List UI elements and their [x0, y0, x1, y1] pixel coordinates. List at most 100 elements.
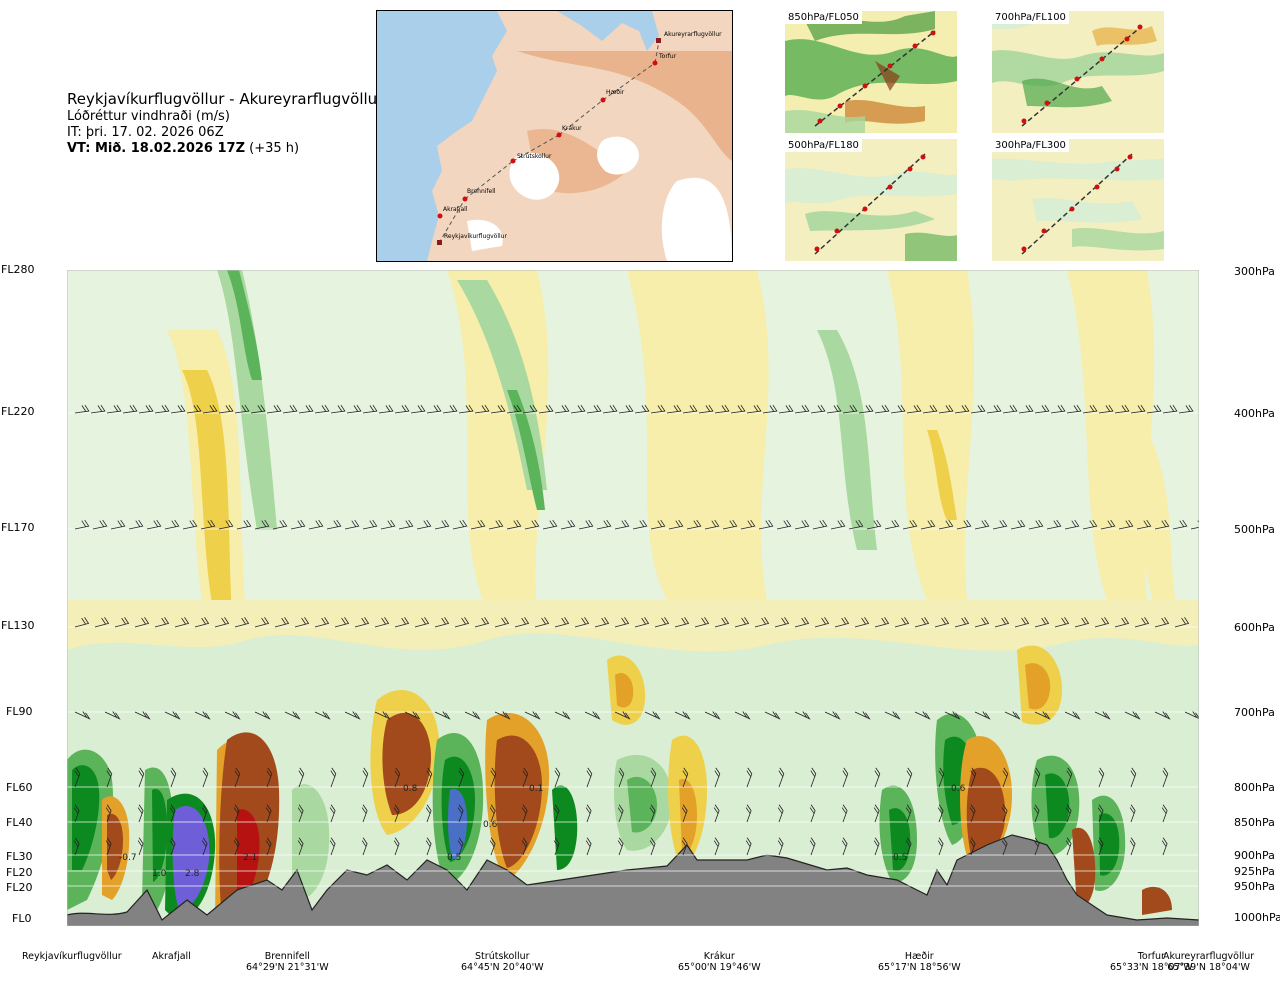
wind-barb: [714, 404, 730, 414]
updraft-area: [627, 270, 769, 600]
wind-barb: [686, 519, 702, 530]
downdraft-area: [227, 270, 262, 380]
wind-barb: [674, 617, 690, 628]
wind-barb: [298, 404, 314, 414]
wind-barb: [489, 804, 496, 823]
wind-barb: [854, 617, 870, 628]
wind-barb: [1129, 804, 1136, 823]
wind-barb: [553, 837, 560, 856]
updraft-cell: [615, 672, 634, 708]
wind-barb: [297, 837, 304, 856]
wind-barb: [146, 519, 162, 530]
wind-barb: [841, 837, 848, 856]
wind-barb: [922, 404, 938, 414]
wind-barb: [1010, 519, 1026, 530]
pressure-label: 850hPa: [1234, 816, 1275, 829]
value-label: 0.5: [893, 853, 907, 863]
wind-barb: [874, 767, 881, 788]
wind-barb: [1154, 519, 1170, 530]
wind-barb: [308, 519, 324, 530]
wind-barb: [994, 617, 1010, 628]
wind-barb: [394, 767, 401, 788]
wind-barb: [906, 767, 913, 788]
wind-barb: [1098, 767, 1105, 788]
wind-barb: [329, 837, 336, 856]
wind-barb: [618, 767, 625, 788]
wind-barb: [137, 837, 144, 856]
wind-barb: [334, 617, 350, 628]
downdraft-cell: [152, 789, 167, 882]
wind-barb: [809, 804, 816, 823]
wind-barb: [425, 837, 432, 856]
wind-barb: [746, 404, 762, 414]
value-label: -0.7: [119, 853, 137, 863]
wind-barb: [954, 617, 970, 628]
wind-barb: [200, 519, 216, 530]
wind-barb: [1124, 711, 1141, 720]
thumbnail-label: 500hPa/FL180: [785, 139, 862, 152]
wind-barb: [842, 404, 858, 414]
wind-barb: [554, 404, 570, 414]
updraft-area: [447, 270, 549, 610]
wind-barb: [681, 804, 688, 823]
wind-barb: [524, 711, 541, 720]
station-coord: 64°45'N 20°40'W: [461, 962, 544, 973]
wind-barb: [74, 404, 90, 414]
wind-barb: [233, 804, 240, 823]
wind-barb: [1066, 404, 1082, 414]
wind-barb: [488, 519, 504, 530]
wind-barb: [649, 837, 656, 856]
station-name: Krákur: [703, 951, 735, 962]
wind-barb: [458, 404, 474, 414]
wind-barb: [634, 404, 650, 414]
wind-barb: [560, 519, 576, 530]
wind-barb: [778, 767, 785, 788]
wind-barb: [506, 404, 522, 414]
thumbnail-label: 850hPa/FL050: [785, 11, 862, 24]
wind-barb: [1094, 711, 1111, 720]
wind-barb: [114, 617, 130, 628]
pressure-label: 925hPa: [1234, 865, 1275, 878]
station-coord: 65°33'N 18°07'W: [1110, 962, 1193, 973]
wind-barb: [1034, 617, 1050, 628]
wind-barb: [128, 519, 144, 530]
wind-barb: [974, 519, 990, 530]
thumbnail-300hpa[interactable]: 300hPa/FL300: [992, 139, 1164, 261]
wind-barb: [1118, 519, 1134, 530]
wind-barb: [794, 519, 810, 530]
wind-barb: [1002, 404, 1018, 414]
downdraft-cell: [627, 776, 657, 833]
wind-barb: [393, 804, 400, 823]
wind-barb: [202, 767, 209, 788]
wind-barb: [992, 519, 1008, 530]
wind-barb: [1130, 767, 1137, 788]
value-label: 0.6: [483, 820, 498, 830]
wind-barb: [1154, 617, 1170, 628]
thumbnail-label: 300hPa/FL300: [992, 139, 1069, 152]
thumbnail-700hpa[interactable]: 700hPa/FL100: [992, 11, 1164, 133]
wind-barb: [106, 767, 113, 788]
thumbnail-500hpa[interactable]: 500hPa/FL180: [785, 139, 957, 261]
wind-barb: [1001, 804, 1008, 823]
wind-barb: [944, 711, 961, 720]
value-labels: -0.7 1.0 2.8 2.1 0.8 0.6 0.5 0.1 0.5 0.6: [119, 784, 966, 879]
station-label: Reykjavíkurflugvöllur: [22, 951, 122, 962]
wind-barb: [650, 404, 666, 414]
wind-barb: [106, 404, 122, 414]
wind-barb: [914, 711, 931, 720]
wind-barb: [794, 617, 810, 628]
map-label-krakur: Krákur: [562, 125, 582, 132]
station-coord: 65°00'N 19°46'W: [678, 962, 761, 973]
map-label-brennifell: Brennifell: [467, 188, 496, 195]
thumbnail-850hpa[interactable]: 850hPa/FL050: [785, 11, 957, 133]
wind-barb: [454, 617, 470, 628]
downdraft-area: [507, 390, 545, 510]
wind-barb: [186, 404, 202, 414]
wind-barb: [404, 711, 421, 720]
wind-barb: [809, 837, 816, 856]
wind-barb: [298, 767, 305, 788]
wind-barb: [644, 711, 661, 720]
wind-barb: [442, 404, 458, 414]
valid-time-bold: VT: Mið. 18.02.2026 17Z: [67, 141, 246, 156]
wind-barb: [170, 404, 186, 414]
